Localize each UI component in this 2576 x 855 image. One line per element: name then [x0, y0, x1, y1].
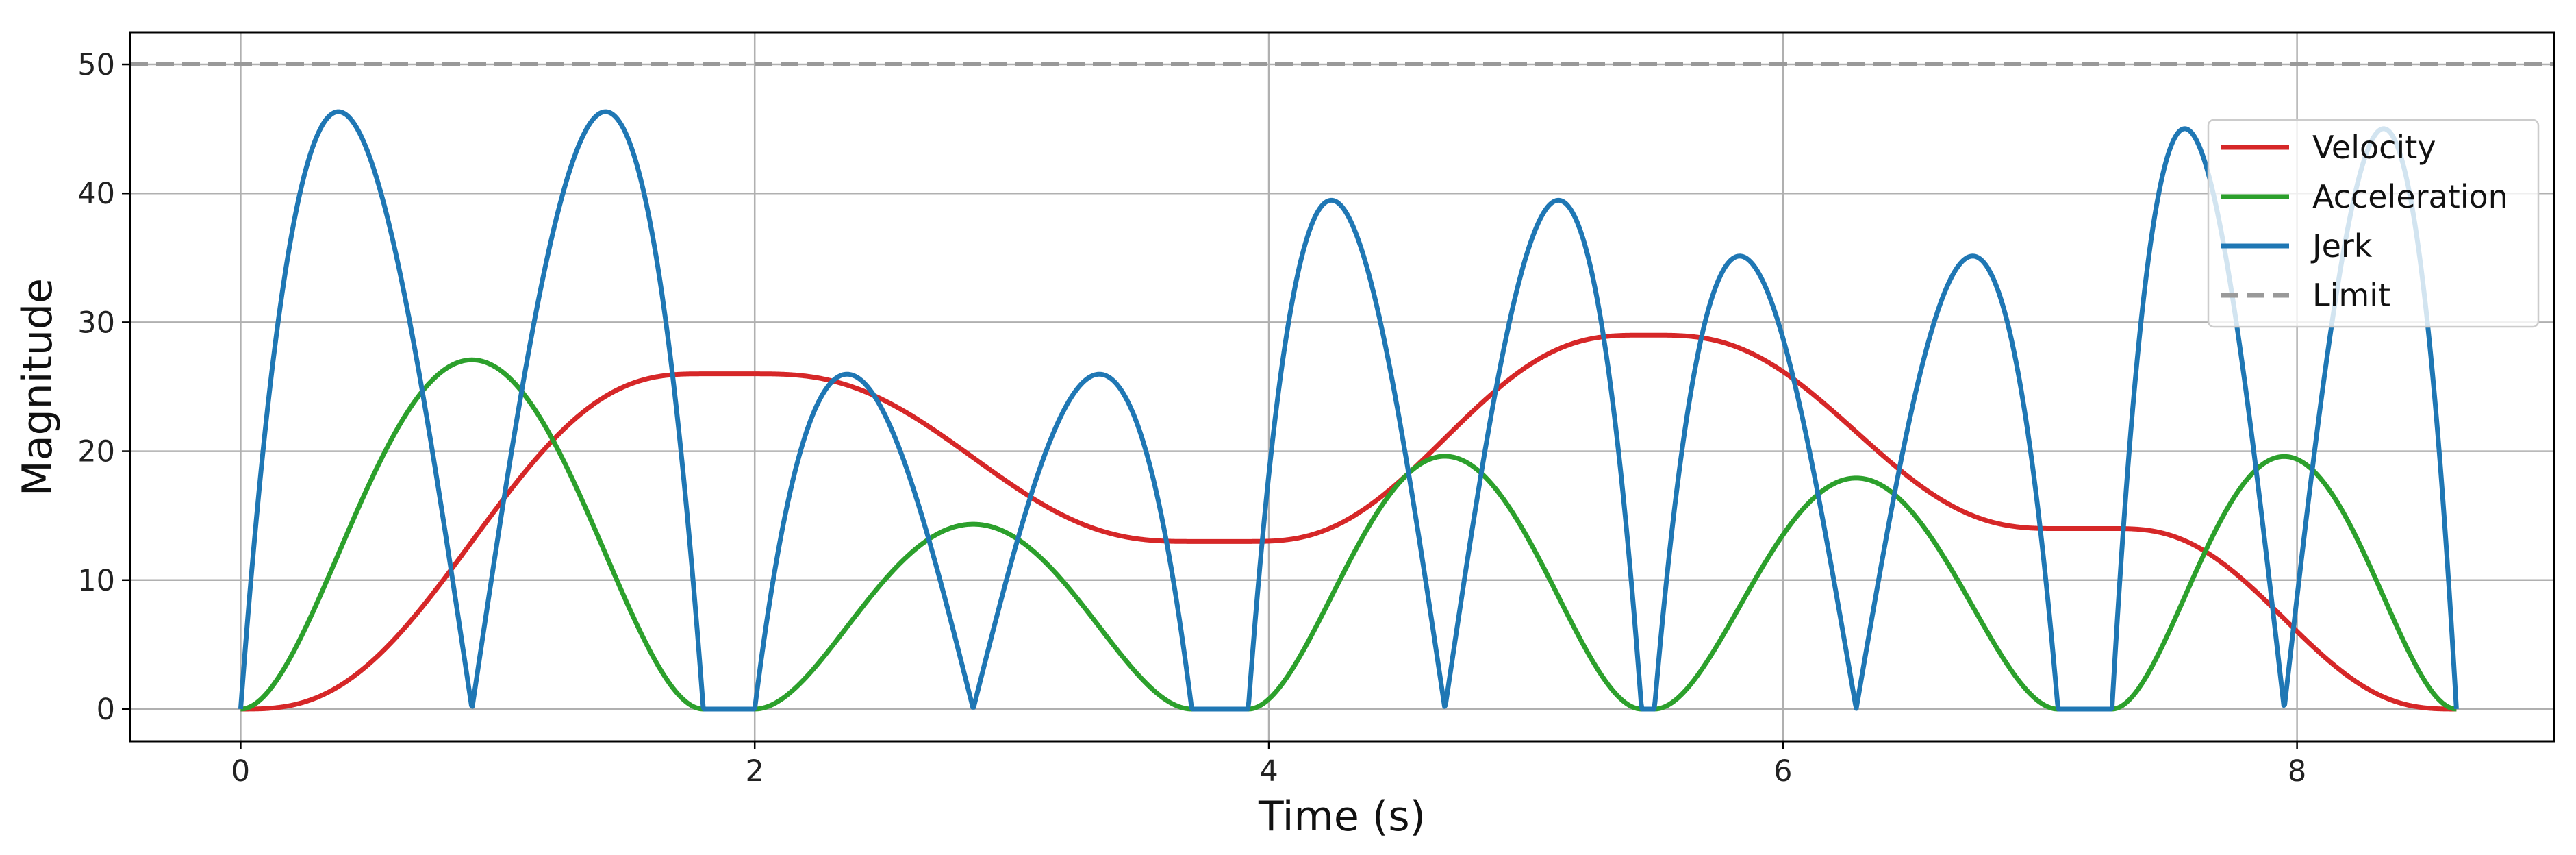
- series-line-velocity: [239, 332, 2458, 712]
- x-tick-label: 6: [1773, 754, 1792, 789]
- y-tick-label: 0: [97, 693, 115, 727]
- legend-label-velocity: Velocity: [2312, 129, 2436, 166]
- plot-frame: [129, 31, 2555, 743]
- y-tick-label: 50: [77, 48, 115, 82]
- y-tick-label: 30: [77, 306, 115, 340]
- legend-label-jerk: Jerk: [2310, 227, 2373, 264]
- y-tick-label: 40: [77, 177, 115, 211]
- series-layer: [130, 62, 2554, 712]
- series-line-jerk: [238, 109, 2459, 712]
- y-tick-label: 10: [77, 564, 115, 598]
- legend: Velocity Acceleration Jerk Limit: [2207, 119, 2540, 328]
- x-tick-label: 0: [231, 754, 250, 789]
- x-tick-label: 8: [2288, 754, 2306, 789]
- x-tick-label: 2: [746, 754, 764, 789]
- legend-label-acceleration: Acceleration: [2312, 178, 2508, 215]
- legend-label-limit: Limit: [2312, 277, 2390, 314]
- y-axis-label: Magnitude: [14, 278, 62, 496]
- legend-box: [2207, 119, 2540, 328]
- tick-layer: 0 2 4 6 8 0 10 20 30 40 50: [77, 48, 2306, 789]
- x-tick-label: 4: [1259, 754, 1278, 789]
- y-tick-label: 20: [77, 435, 115, 469]
- x-axis-label: Time (s): [1258, 793, 1426, 841]
